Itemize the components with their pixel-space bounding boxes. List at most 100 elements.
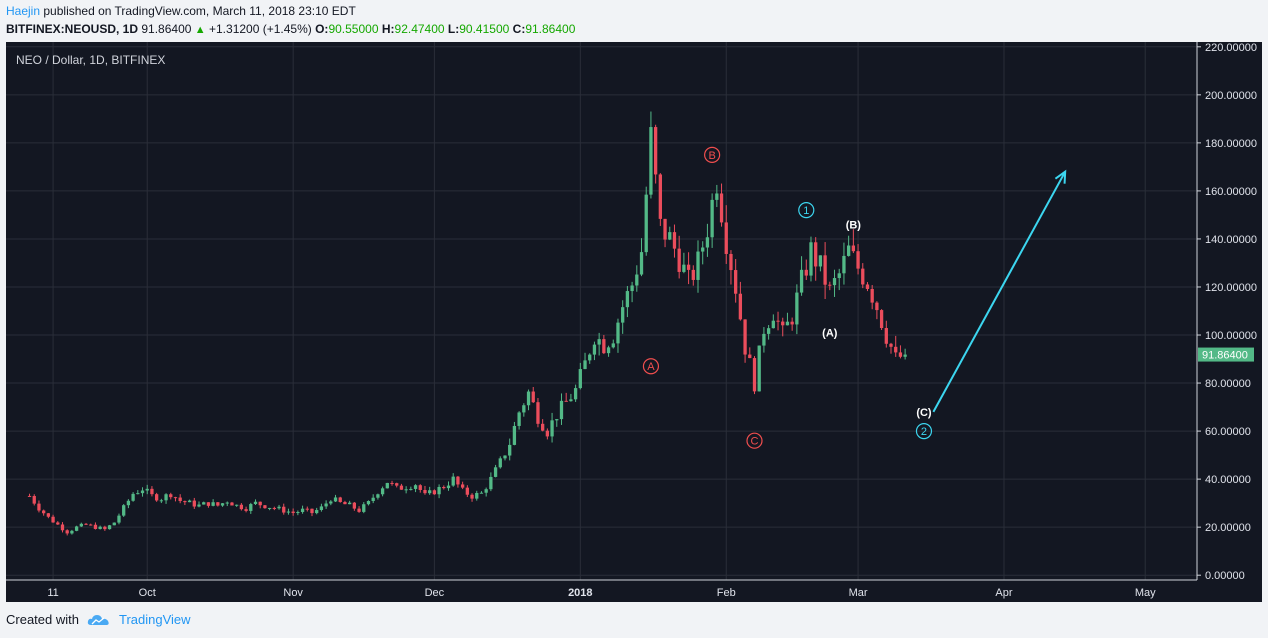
last-price: 91.86400: [141, 22, 192, 36]
wave-label-text: A: [647, 361, 655, 373]
candle-body: [357, 508, 361, 512]
candle-body: [140, 490, 145, 494]
candle-body: [842, 255, 846, 274]
candle-body: [898, 352, 903, 357]
y-tick-label: 0.00000: [1205, 570, 1245, 582]
candle-body: [225, 502, 229, 504]
candle-body: [597, 339, 601, 345]
candle-body: [409, 488, 413, 490]
candle-body: [27, 495, 32, 497]
candle-body: [531, 391, 535, 403]
candle-body: [729, 253, 733, 271]
candle-body: [611, 343, 615, 348]
author-link[interactable]: Haejin: [6, 4, 41, 18]
candle-body: [884, 328, 888, 344]
projection-arrow-line: [932, 171, 1067, 413]
wave-label-circle: [704, 146, 721, 163]
publish-info: Haejin published on TradingView.com, Mar…: [6, 4, 356, 18]
candle-body: [267, 507, 272, 509]
price-tag-text: 91.86400: [1202, 350, 1248, 362]
candle-body: [668, 232, 672, 240]
candle-body: [42, 510, 46, 514]
candle-body: [781, 321, 785, 326]
candle-body: [748, 354, 752, 359]
wave-label-circle: [642, 358, 660, 375]
candle-body: [489, 476, 493, 490]
candle-body: [677, 248, 681, 272]
candle-body: [37, 503, 41, 511]
candle-body: [418, 485, 422, 490]
candle-body: [154, 494, 159, 501]
y-tick-label: 20.00000: [1205, 522, 1251, 534]
candle-body: [592, 344, 597, 355]
symbol-info: BITFINEX:NEOUSD, 1D 91.86400 ▲ +1.31200 …: [6, 22, 575, 36]
y-tick-label: 40.00000: [1205, 474, 1251, 486]
last-price-tag: 91.86400: [1198, 347, 1254, 362]
candle-body: [621, 307, 625, 323]
candle-body: [428, 490, 432, 494]
publish-text: published on TradingView.com, March 11, …: [43, 4, 356, 18]
candle-body: [573, 388, 578, 400]
candle-body: [644, 194, 648, 253]
candle-body: [315, 510, 319, 514]
candle-body: [879, 310, 884, 329]
candle-body: [319, 506, 324, 511]
price-chart[interactable]: A B C 1 (B) (A) (C) 2 0.00000 20.00000 40.00000 60…: [0, 42, 1268, 604]
candle-body: [696, 251, 700, 280]
x-tick-label: 11: [47, 587, 58, 599]
time-axis[interactable]: 11 Oct Nov Dec 2018 Feb Mar Apr May: [47, 587, 1156, 599]
candle-body: [512, 425, 517, 445]
x-tick-label: May: [1135, 587, 1156, 599]
x-tick-label: Feb: [717, 587, 736, 599]
y-tick-label: 60.00000: [1205, 426, 1251, 438]
candle-body: [630, 285, 634, 292]
candle-body: [738, 293, 743, 320]
candle-body: [244, 509, 248, 511]
price-axis[interactable]: 0.00000 20.00000 40.00000 60.00000 80.00000 1…: [1197, 42, 1257, 582]
candle-body: [602, 339, 606, 354]
candle-body: [122, 505, 126, 516]
candle-body: [785, 321, 790, 326]
x-tick-label: Nov: [283, 587, 303, 599]
candle-body: [752, 358, 757, 392]
y-tick-label: 120.00000: [1205, 282, 1257, 294]
candle-body: [470, 494, 474, 499]
candle-body: [828, 284, 832, 286]
wave-label-text: 2: [921, 426, 927, 438]
candle-body: [249, 504, 253, 511]
candle-body: [343, 501, 347, 505]
candle-body: [795, 292, 799, 325]
projection-arrow: [932, 169, 1067, 413]
candle-body: [682, 264, 686, 272]
projection-arrow-head: [1054, 169, 1067, 184]
candle-body: [230, 502, 234, 506]
candle-body: [846, 245, 851, 256]
candle-body: [32, 496, 36, 504]
candle-body: [390, 482, 394, 484]
candle-body: [555, 419, 559, 421]
candle-body: [46, 513, 51, 517]
candle-body: [635, 274, 639, 286]
candle-body: [300, 508, 305, 513]
candle-body: [150, 488, 154, 495]
candle-body: [305, 508, 309, 510]
candle-body: [715, 193, 719, 200]
candle-body: [404, 489, 408, 491]
tradingview-link[interactable]: TradingView: [118, 612, 191, 627]
candle-body: [705, 237, 710, 248]
candle-body: [498, 458, 502, 468]
candle-body: [686, 264, 691, 270]
candle-body: [79, 523, 83, 527]
up-arrow-icon: ▲: [194, 24, 206, 36]
candle-body: [583, 360, 587, 370]
low-label: L:: [447, 22, 460, 36]
candle-body: [107, 525, 112, 530]
low-value: 90.41500: [459, 22, 510, 36]
candle-body: [89, 524, 93, 526]
open-label: O:: [315, 22, 329, 36]
candle-body: [169, 494, 173, 498]
candle-body: [875, 302, 879, 311]
candle-body: [522, 405, 526, 413]
created-with-label: Created with: [6, 612, 79, 627]
x-tick-label: Oct: [139, 587, 156, 599]
